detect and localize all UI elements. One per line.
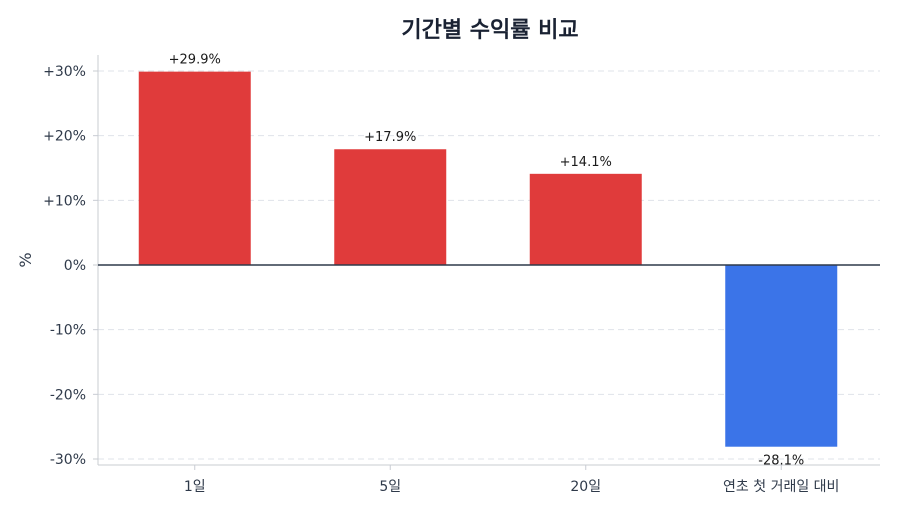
y-tick-label: +20%: [43, 129, 86, 145]
bar: [138, 71, 251, 265]
data-label: -28.1%: [758, 454, 804, 469]
data-label: +17.9%: [364, 130, 416, 145]
y-tick-label: +10%: [43, 193, 86, 209]
data-label: +14.1%: [560, 155, 612, 170]
y-tick-label: -20%: [50, 387, 86, 403]
bar: [529, 173, 642, 265]
y-tick-labels: +30% +20% +10% 0% -10% -20% -30%: [43, 64, 86, 468]
axes: [93, 55, 880, 470]
y-tick-label: -10%: [50, 323, 86, 339]
x-tick-label: 5일: [379, 479, 401, 495]
x-tick-labels: 1일 5일 20일 연초 첫 거래일 대비: [184, 479, 840, 495]
bar: [334, 149, 447, 265]
y-tick-label: -30%: [50, 452, 86, 468]
chart-title: 기간별 수익률 비교: [401, 18, 578, 43]
y-tick-label: 0%: [64, 258, 86, 274]
data-labels: +29.9% +17.9% +14.1% -28.1%: [98, 53, 880, 469]
bars: [138, 71, 838, 447]
x-tick-label: 1일: [184, 479, 206, 495]
x-tick-label: 20일: [570, 479, 601, 495]
bar: [725, 265, 838, 447]
x-tick-label: 연초 첫 거래일 대비: [723, 479, 839, 495]
data-label: +29.9%: [169, 53, 221, 68]
y-axis-label: %: [16, 252, 35, 267]
y-tick-label: +30%: [43, 64, 86, 80]
